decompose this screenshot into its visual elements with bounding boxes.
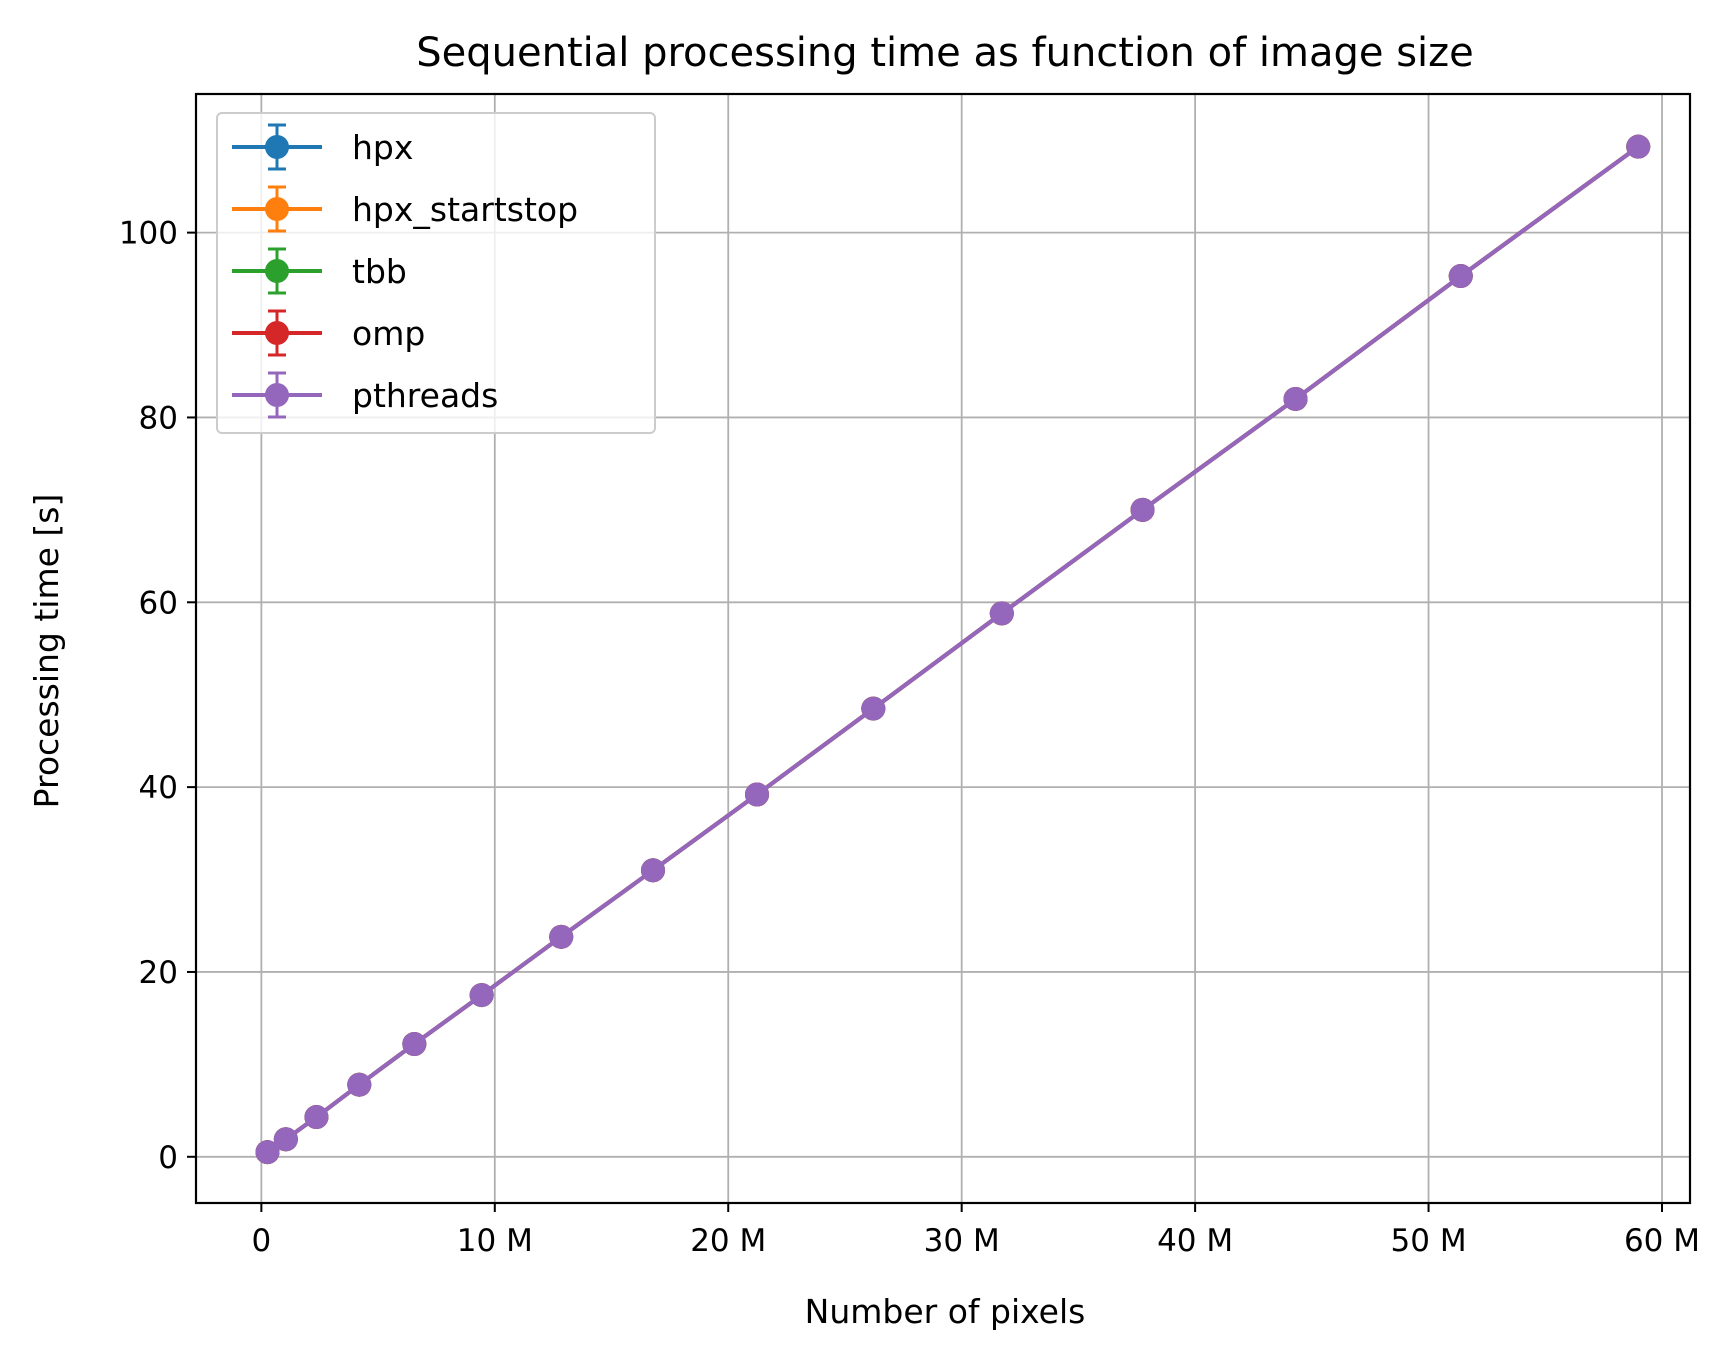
data-point	[402, 1032, 427, 1057]
y-tick-label: 60	[139, 585, 178, 621]
legend-marker	[265, 259, 289, 283]
legend-entry-hpx_startstop: hpx_startstop	[232, 185, 578, 233]
legend-entry-omp: omp	[232, 309, 425, 357]
data-point	[347, 1072, 372, 1097]
plot-frame	[194, 92, 1692, 1205]
x-axis-label: Number of pixels	[805, 1292, 1086, 1331]
legend-label: hpx_startstop	[352, 190, 578, 229]
data-point	[1130, 497, 1155, 522]
y-tick-label: 20	[139, 955, 178, 991]
legend-box	[216, 112, 656, 434]
y-tick-label: 0	[158, 1140, 178, 1176]
legend-label: pthreads	[352, 376, 498, 415]
y-tick-label: 40	[139, 770, 178, 806]
legend-marker	[265, 383, 289, 407]
data-point	[861, 696, 886, 721]
legend-label: omp	[352, 314, 425, 353]
data-point	[1448, 264, 1473, 289]
data-point	[641, 858, 666, 883]
y-axis-label: Processing time [s]	[27, 494, 66, 809]
y-axis-ticks: 0 20 40 60 80 100	[119, 216, 196, 1176]
legend-label: tbb	[352, 252, 407, 291]
data-point	[1626, 134, 1651, 159]
y-tick-label: 80	[139, 400, 178, 436]
data-point	[469, 983, 494, 1008]
x-tick-label: 10 M	[457, 1223, 533, 1259]
x-tick-label: 50 M	[1391, 1223, 1467, 1259]
series-pthreads	[255, 134, 1651, 1165]
data-point	[1283, 386, 1308, 411]
data-point	[273, 1127, 298, 1152]
legend-entry-hpx: hpx	[232, 123, 413, 171]
legend-entry-tbb: tbb	[232, 247, 407, 295]
legend-label: hpx	[352, 128, 413, 167]
legend-marker	[265, 197, 289, 221]
data-point	[745, 782, 770, 807]
x-tick-label: 0	[251, 1223, 271, 1259]
data-point	[989, 601, 1014, 626]
legend-entry-pthreads: pthreads	[232, 371, 498, 419]
series-layer	[255, 134, 1651, 1165]
y-tick-label: 100	[119, 216, 178, 252]
x-tick-label: 20 M	[690, 1223, 766, 1259]
data-point	[549, 924, 574, 949]
x-tick-label: 40 M	[1157, 1223, 1233, 1259]
legend-marker	[265, 321, 289, 345]
data-point	[255, 1140, 280, 1165]
legend-marker	[265, 135, 289, 159]
x-tick-label: 30 M	[924, 1223, 1000, 1259]
x-tick-label: 60 M	[1624, 1223, 1700, 1259]
chart-title: Sequential processing time as function o…	[416, 30, 1474, 76]
x-axis-ticks: 0 10 M 20 M 30 M 40 M 50 M 60 M	[251, 1203, 1700, 1259]
data-point	[304, 1105, 329, 1130]
